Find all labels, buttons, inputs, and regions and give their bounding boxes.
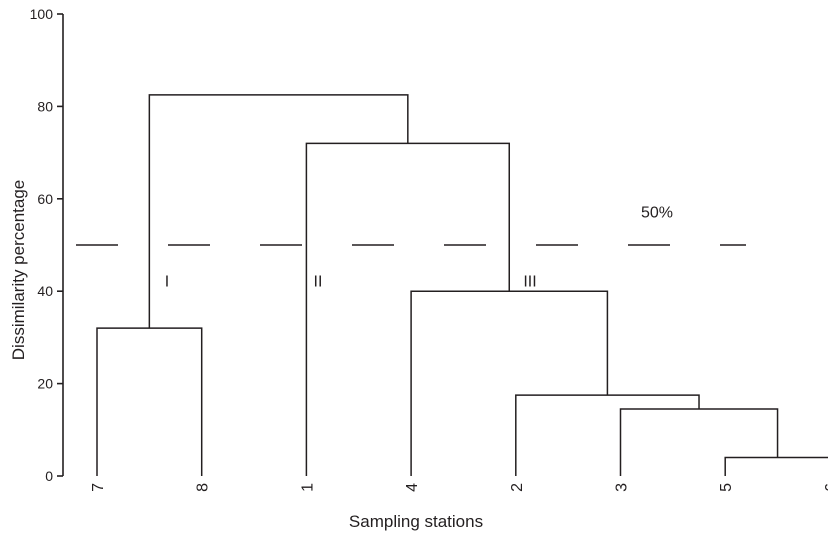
y-tick-label: 80 [37, 98, 53, 114]
group-label: III [523, 274, 536, 291]
y-tick-label: 100 [30, 6, 54, 22]
y-tick-label: 40 [37, 283, 53, 299]
dendrogram-link [410, 290, 609, 476]
dendrogram-link [619, 408, 779, 476]
threshold-label: 50% [641, 204, 673, 221]
leaf-label: 2 [509, 483, 526, 492]
y-axis-label: Dissimilarity percentage [9, 180, 28, 360]
leaf-label: 6 [823, 483, 828, 492]
leaf-label: 7 [90, 483, 107, 492]
leaf-label: 8 [195, 483, 212, 492]
dendrogram-link [96, 327, 203, 476]
y-tick-label: 60 [37, 191, 53, 207]
dendrogram-link [724, 456, 828, 476]
y-tick-label: 20 [37, 376, 53, 392]
y-axis: 0 20 40 60 80 100 [30, 6, 64, 484]
dendrogram-link [515, 394, 700, 476]
annotation-labels: I II III [165, 274, 537, 291]
leaf-label: 1 [299, 483, 316, 492]
leaf-label: 5 [718, 483, 735, 492]
x-axis-label: Sampling stations [349, 512, 483, 531]
dendrogram-tree [96, 94, 828, 476]
y-tick-label: 0 [45, 468, 53, 484]
leaf-labels: 7 8 1 4 2 3 5 6 [90, 483, 828, 492]
group-label: I [165, 274, 169, 291]
dendrogram-link [305, 142, 511, 476]
leaf-label: 3 [614, 483, 631, 492]
group-label: II [314, 274, 323, 291]
leaf-label: 4 [404, 483, 421, 492]
threshold-line: 50% [63, 204, 746, 246]
dendrogram-link [148, 94, 409, 329]
